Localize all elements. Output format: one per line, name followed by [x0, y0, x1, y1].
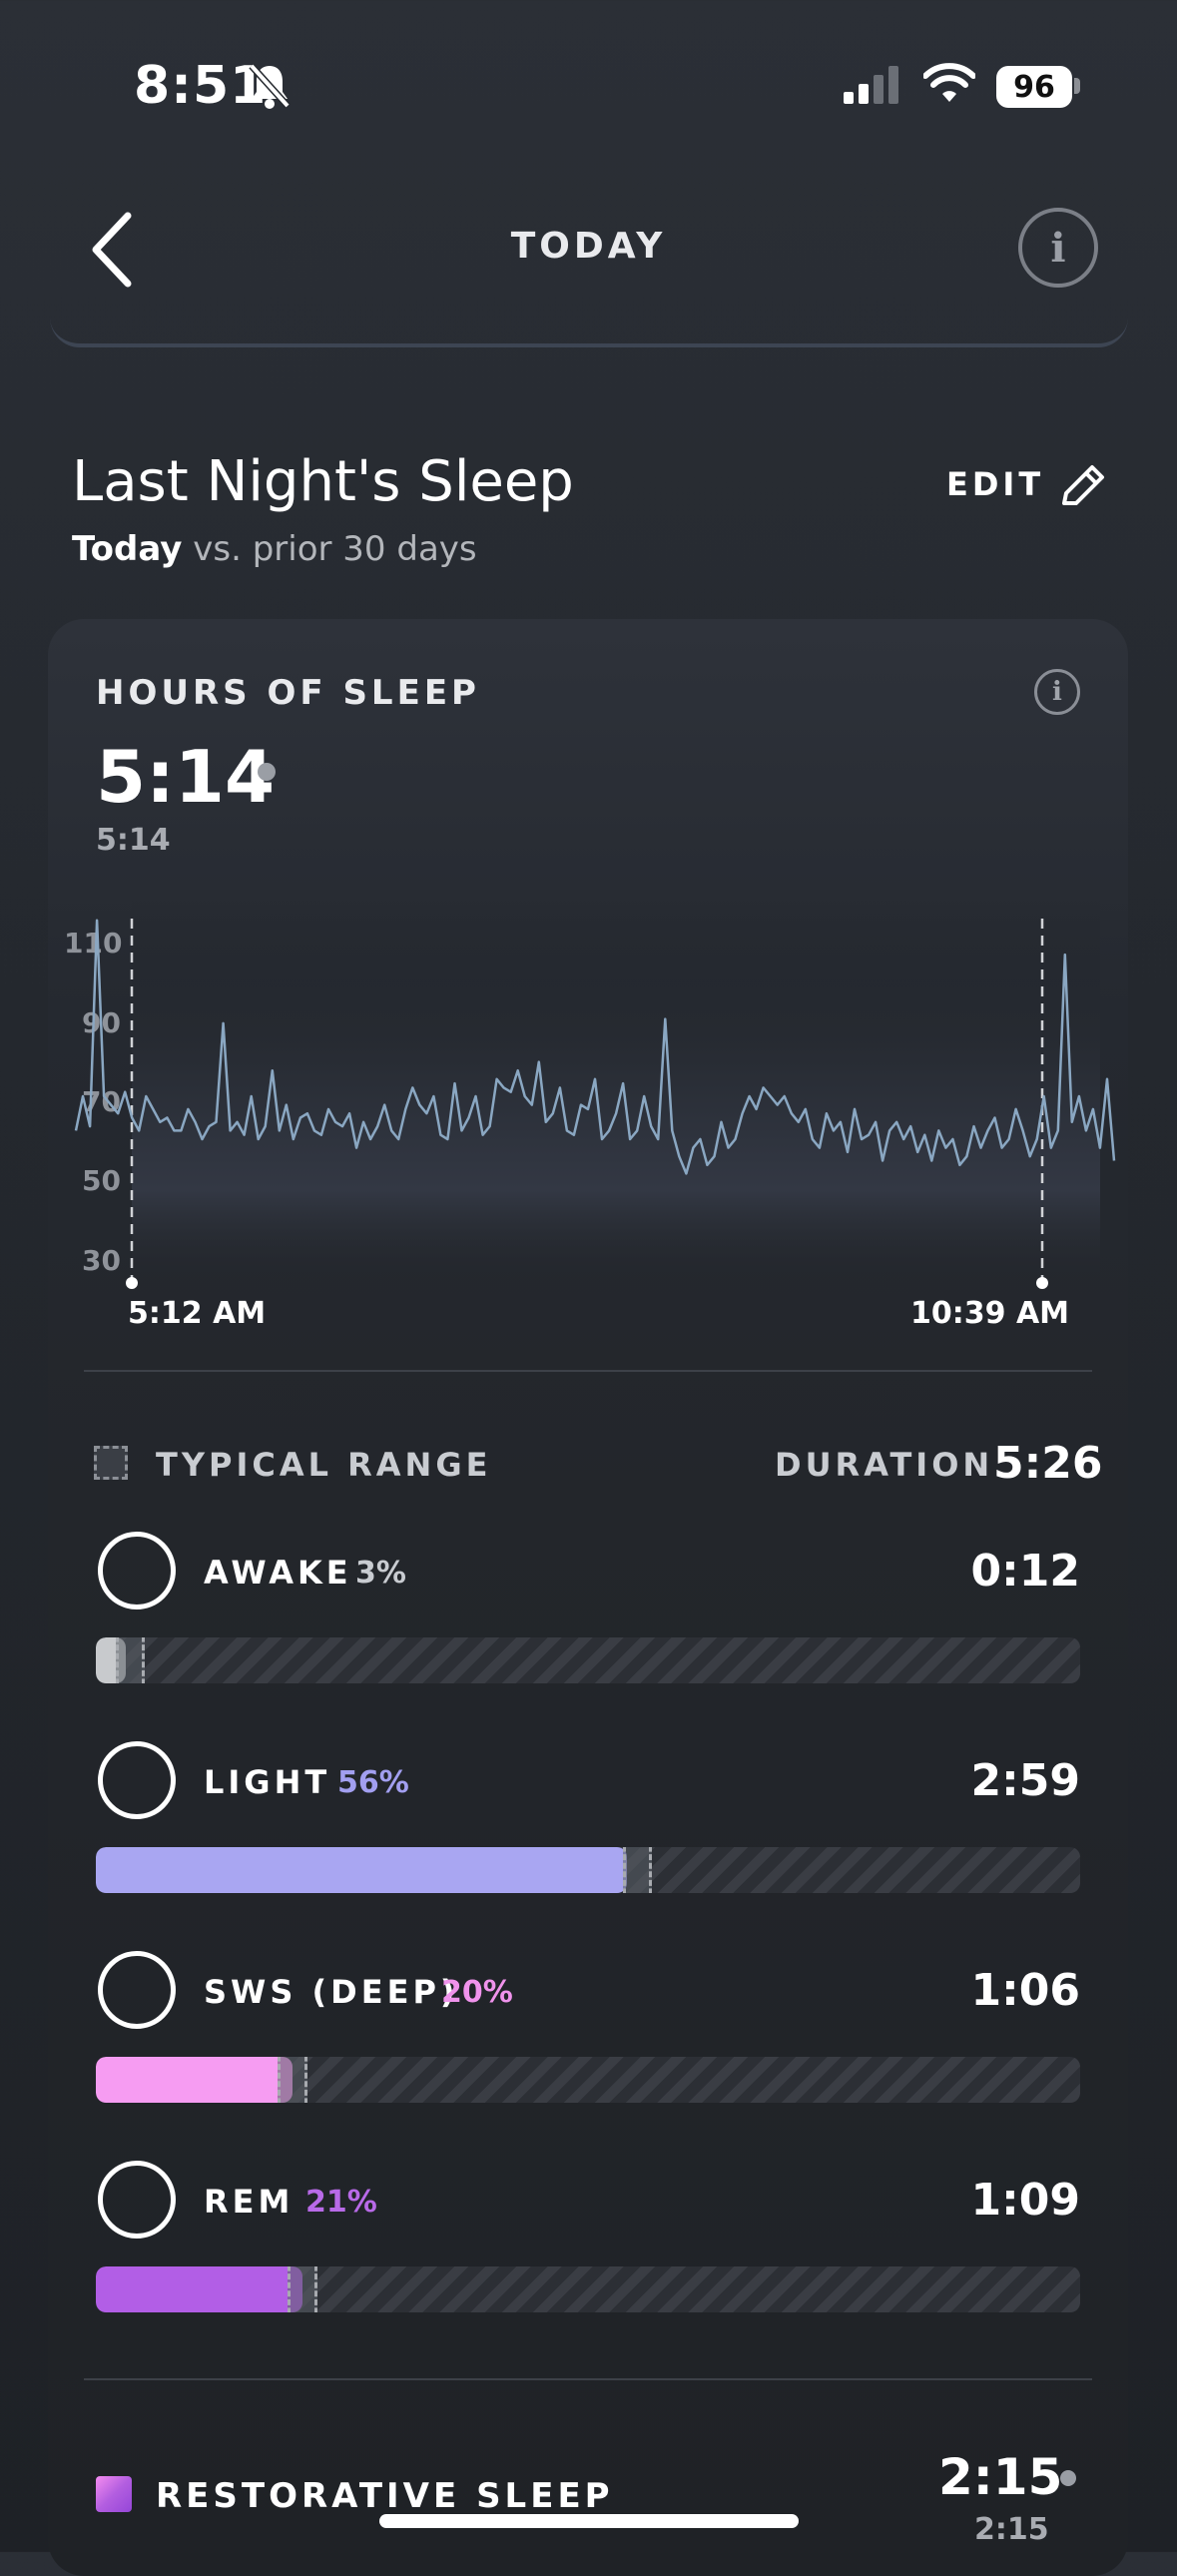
stage-value-awake: 0:12 — [970, 1546, 1080, 1597]
stage-bar-awake — [96, 1637, 1080, 1683]
hours-of-sleep-subvalue: 5:14 — [96, 823, 171, 858]
section-subtitle: Today vs. prior 30 days — [72, 529, 477, 569]
stage-bar-sws — [96, 2057, 1080, 2103]
typical-range-label: TYPICAL RANGE — [156, 1446, 492, 1484]
stage-label-sws: SWS (DEEP) — [204, 1973, 459, 2011]
end-time-label: 10:39 AM — [910, 1296, 1070, 1331]
start-marker-dot — [126, 1277, 138, 1289]
y-tick-label: 30 — [82, 1244, 121, 1277]
header-divider — [50, 298, 1128, 347]
battery-tip — [1074, 78, 1080, 94]
typical-range-marker-sws — [278, 2057, 307, 2103]
pencil-icon[interactable] — [1056, 459, 1110, 517]
sws-ring-icon — [98, 1951, 176, 2029]
home-indicator[interactable] — [379, 2514, 799, 2528]
stage-label-awake: AWAKE — [204, 1554, 352, 1592]
stage-pct-sws: 20% — [441, 1975, 513, 2010]
start-time-label: 5:12 AM — [128, 1296, 267, 1331]
stage-value-sws: 1:06 — [970, 1965, 1080, 2016]
awake-ring-icon — [98, 1532, 176, 1610]
duration-value: 5:26 — [993, 1438, 1103, 1489]
subtitle-rest: vs. prior 30 days — [182, 529, 477, 569]
stage-label-light: LIGHT — [204, 1763, 331, 1801]
info-icon[interactable]: i — [1018, 208, 1098, 288]
stage-value-rem: 1:09 — [970, 2175, 1080, 2226]
stage-pct-light: 56% — [337, 1765, 409, 1800]
stage-fill-sws — [96, 2057, 294, 2103]
typical-range-marker-rem — [288, 2266, 317, 2312]
heart-rate-line — [74, 919, 1116, 1175]
stage-label-rem: REM — [204, 2183, 294, 2221]
restorative-sleep-icon — [96, 2476, 132, 2512]
battery-indicator: 96 — [996, 66, 1072, 108]
subtitle-bold: Today — [72, 529, 183, 569]
chart-divider — [84, 1370, 1092, 1372]
page-title: TODAY — [510, 226, 667, 267]
restorative-sleep-subvalue: 2:15 — [974, 2512, 1049, 2547]
rem-ring-icon — [98, 2161, 176, 2239]
cellular-signal-icon — [844, 66, 903, 110]
stage-fill-rem — [96, 2266, 303, 2312]
y-tick-label: 50 — [82, 1164, 121, 1197]
duration-label: DURATION — [775, 1446, 994, 1484]
status-time: 8:51 — [134, 56, 268, 116]
restorative-comparison-dot — [1060, 2470, 1076, 2486]
comparison-dot — [258, 763, 276, 781]
stages-divider — [84, 2378, 1092, 2380]
end-marker-dot — [1036, 1277, 1048, 1289]
edit-button[interactable]: EDIT — [946, 465, 1045, 503]
y-tick-label: 110 — [64, 927, 123, 960]
stage-value-light: 2:59 — [970, 1755, 1080, 1806]
hours-of-sleep-label: HOURS OF SLEEP — [96, 673, 480, 713]
restorative-sleep-value: 2:15 — [938, 2448, 1063, 2506]
wifi-icon — [922, 62, 976, 110]
bell-muted-icon — [248, 62, 292, 114]
typical-range-icon — [94, 1446, 128, 1480]
typical-range-marker-awake — [115, 1637, 146, 1683]
typical-range-marker-light — [622, 1847, 653, 1893]
hours-info-icon[interactable]: i — [1034, 669, 1080, 715]
stage-fill-light — [96, 1847, 628, 1893]
stage-bar-rem — [96, 2266, 1080, 2312]
stage-pct-rem: 21% — [305, 2185, 377, 2220]
stage-pct-awake: 3% — [355, 1556, 406, 1591]
section-title: Last Night's Sleep — [72, 449, 574, 514]
back-chevron-icon[interactable] — [88, 210, 138, 294]
stage-bar-light — [96, 1847, 1080, 1893]
hours-of-sleep-value: 5:14 — [96, 735, 276, 819]
restorative-sleep-label: RESTORATIVE SLEEP — [156, 2476, 614, 2516]
chart-band — [132, 899, 1100, 1288]
y-tick-label: 70 — [82, 1085, 121, 1118]
heart-rate-chart — [74, 899, 1116, 1289]
light-ring-icon — [98, 1741, 176, 1819]
